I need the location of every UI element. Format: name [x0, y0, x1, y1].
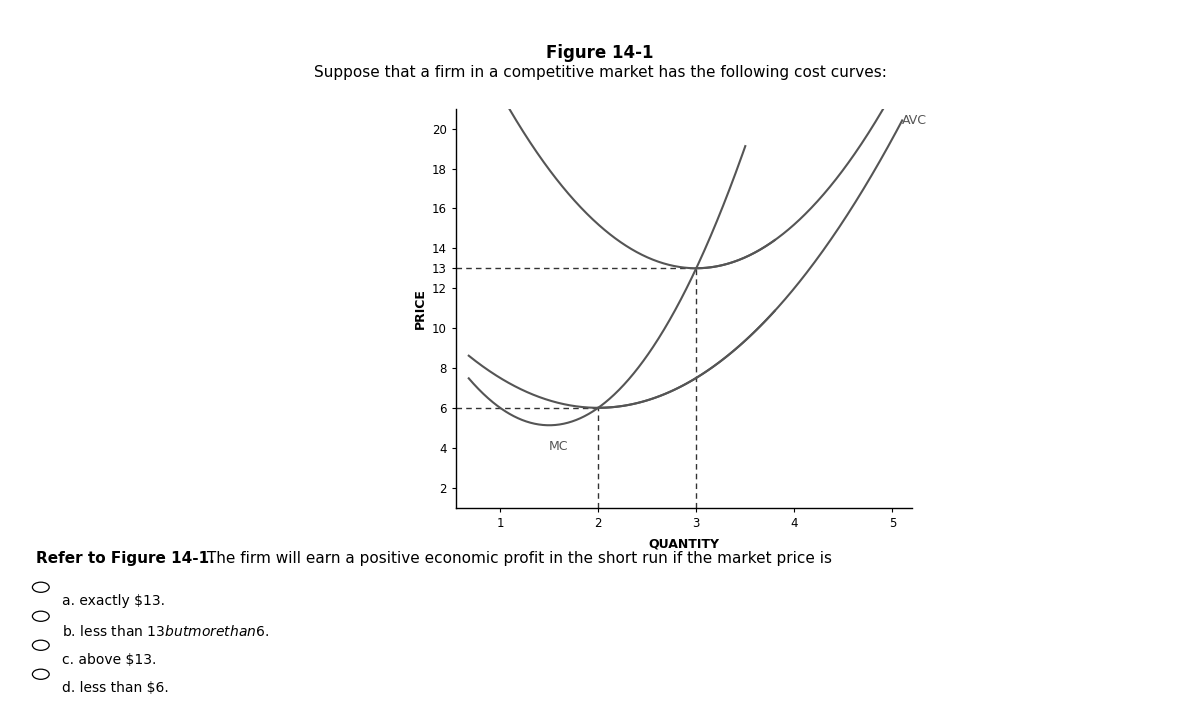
Text: The firm will earn a positive economic profit in the short run if the market pri: The firm will earn a positive economic p… — [202, 551, 832, 566]
X-axis label: QUANTITY: QUANTITY — [648, 538, 720, 551]
Text: b. less than $13 but more than $6.: b. less than $13 but more than $6. — [62, 624, 270, 639]
Text: c. above $13.: c. above $13. — [62, 652, 157, 666]
Text: d. less than $6.: d. less than $6. — [62, 682, 169, 695]
Text: a. exactly $13.: a. exactly $13. — [62, 594, 166, 608]
Text: Figure 14-1: Figure 14-1 — [546, 44, 654, 62]
Text: Refer to Figure 14-1.: Refer to Figure 14-1. — [36, 551, 215, 566]
Text: MC: MC — [550, 439, 569, 452]
Text: AVC: AVC — [902, 114, 928, 127]
Y-axis label: PRICE: PRICE — [414, 288, 426, 328]
Text: Suppose that a firm in a competitive market has the following cost curves:: Suppose that a firm in a competitive mar… — [313, 65, 887, 80]
